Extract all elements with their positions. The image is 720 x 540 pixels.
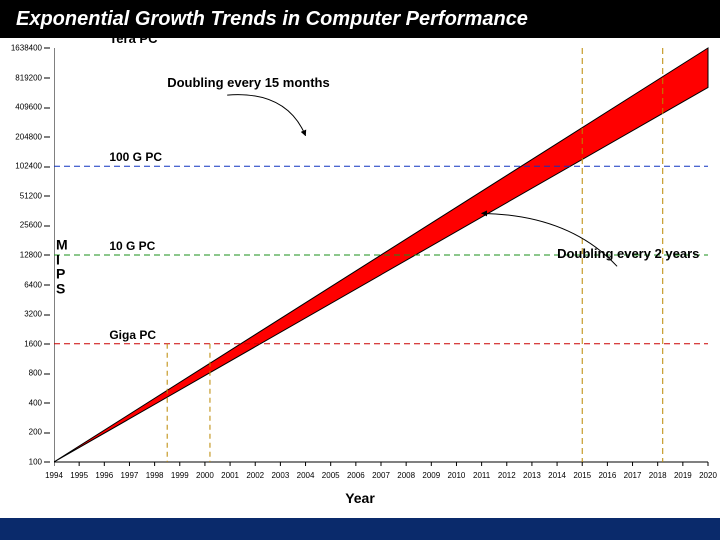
x-tick-label: 2019 [674,471,692,480]
x-tick-label: 2017 [624,471,642,480]
y-tick-label: 102400 [15,162,52,171]
doubling-annotation: Doubling every 15 months [167,75,330,90]
slide-footer-bar [0,518,720,540]
y-tick-label: 400 [29,398,52,407]
x-tick-label: 2018 [649,471,667,480]
y-tick-label: 819200 [15,73,52,82]
x-tick-label: 2012 [498,471,516,480]
y-tick-label: 1600 [24,339,52,348]
x-tick-label: 2020 [699,471,717,480]
x-tick-label: 2014 [548,471,566,480]
x-tick-label: 1994 [45,471,63,480]
chart-svg [54,42,714,492]
x-tick-label: 1995 [70,471,88,480]
milestone-label: 100 G PC [109,150,162,164]
y-tick-label: 3200 [24,310,52,319]
x-tick-label: 2009 [422,471,440,480]
chart-title: Exponential Growth Trends in Computer Pe… [16,8,528,31]
y-tick-label: 51200 [20,191,52,200]
y-tick-label: 204800 [15,132,52,141]
x-tick-label: 2010 [448,471,466,480]
x-tick-label: 2013 [523,471,541,480]
x-tick-label: 1999 [171,471,189,480]
x-tick-label: 2016 [598,471,616,480]
x-tick-label: 1998 [146,471,164,480]
title-bar: Exponential Growth Trends in Computer Pe… [0,0,720,38]
milestone-label: Tera PC [109,31,157,46]
y-tick-label: 12800 [20,251,52,260]
y-tick-label: 25600 [20,221,52,230]
y-tick-label: 409600 [15,103,52,112]
x-tick-label: 2015 [573,471,591,480]
y-tick-label: 100 [29,458,52,467]
x-tick-label: 1997 [121,471,139,480]
x-tick-label: 2004 [297,471,315,480]
y-tick-label: 6400 [24,280,52,289]
x-tick-label: 2007 [372,471,390,480]
x-axis-label: Year [345,490,375,506]
x-tick-label: 2000 [196,471,214,480]
x-tick-label: 2006 [347,471,365,480]
y-tick-label: 200 [29,428,52,437]
x-tick-label: 2003 [271,471,289,480]
x-tick-label: 1996 [95,471,113,480]
y-axis-label: MIPS [56,238,68,297]
doubling-annotation: Doubling every 2 years [557,246,699,261]
chart-plot-area: MIPS Giga PC10 G PC100 G PCTera PCDoubli… [54,42,714,492]
x-tick-label: 2002 [246,471,264,480]
y-tick-label: 800 [29,369,52,378]
x-tick-label: 2005 [322,471,340,480]
x-tick-label: 2001 [221,471,239,480]
x-tick-label: 2011 [473,471,490,480]
milestone-label: Giga PC [109,328,156,342]
milestone-label: 10 G PC [109,239,155,253]
y-tick-label: 1638400 [11,44,52,53]
x-tick-label: 2008 [397,471,415,480]
